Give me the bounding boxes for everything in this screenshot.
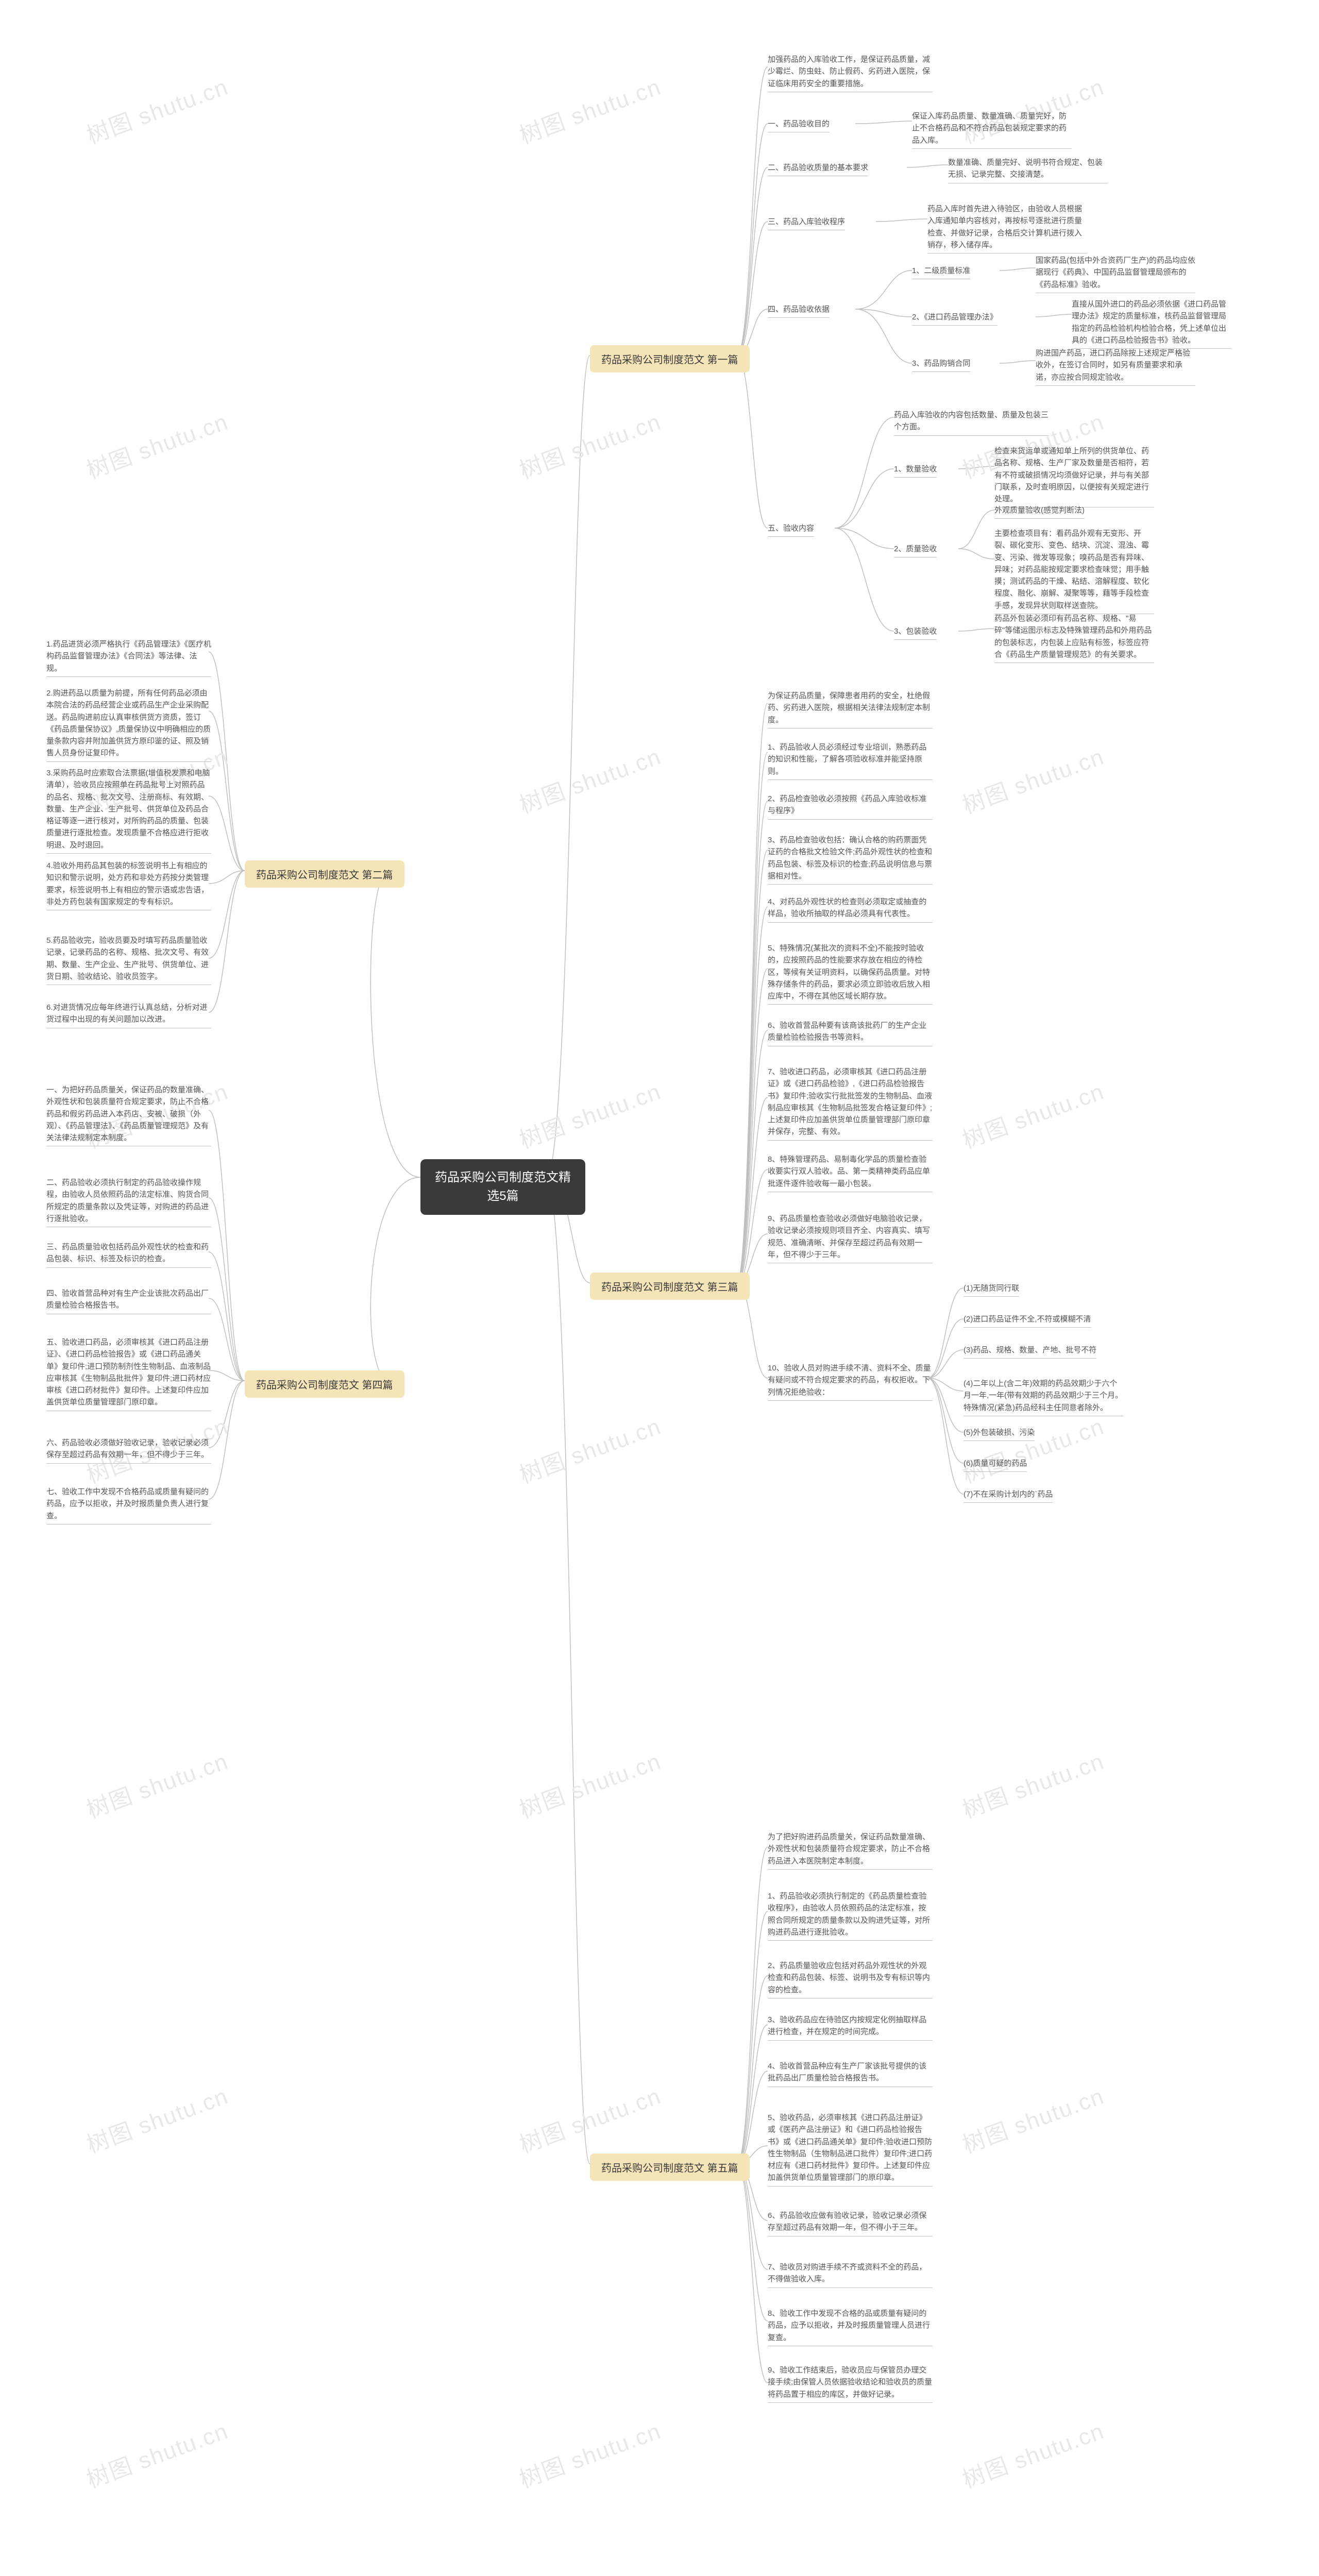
b5-leaf-4: 5、验收药品，必须审核其《进口药品注册证》或《医药产品注册证》和《进口药品检验报… (768, 2110, 933, 2187)
b1-s4: 四、药品验收依据 (768, 301, 830, 318)
b5-leaf-0: 1、药品验收必须执行制定的《药品质量检查验收程序》，由验收人员依照药品的法定标准… (768, 1888, 933, 1941)
b4-leaf-2: 三、药品质量验收包括药品外观性状的检查和药品包装、标识、标签及标识的检查。 (46, 1239, 211, 1268)
b3-leaf-0: 1、药品验收人员必须经过专业培训，熟悉药品的知识和性能，了解各项验收标准并能坚持… (768, 739, 933, 780)
b1-s2-leaf: 数量准确、质量完好、说明书符合规定、包装无损、记录完整、交接清楚。 (948, 155, 1108, 183)
b1-s5-c1-leaf: 检查来货运单或通知单上所列的供货单位、药品名称、规格、生产厂家及数量是否相符，若… (994, 443, 1154, 507)
b4-leaf-1: 二、药品验收必须执行制定的药品验收操作规程，由验收人员依照药品的法定标准、购货合… (46, 1175, 211, 1227)
b4-leaf-5: 六、药品验收必须做好验收记录，验收记录必须保存至超过药品有效期一年，但不得少于三… (46, 1435, 211, 1464)
b5-leaf-5: 6、药品验收应做有验收记录，验收记录必须保存至超过药品有效期一年，但不得小于三年… (768, 2208, 933, 2236)
b2-leaf-3: 4.验收外用药品其包装的标签说明书上有相应的知识和警示说明，处方药和非处方药按分… (46, 858, 211, 910)
b1-s5-pre: 药品入库验收的内容包括数量、质量及包装三个方面。 (894, 407, 1049, 436)
b4-leaf-4: 五、验收进口药品，必须审核其《进口药品注册证》、《进口药品检验报告》或《进口药品… (46, 1334, 211, 1411)
b3-leaf-6: 7、验收进口药品，必须审核其《进口药品注册证》或《进口药品检验》,《进口药品检验… (768, 1064, 933, 1141)
b1-s2: 二、药品验收质量的基本要求 (768, 160, 868, 176)
branch-2: 药品采购公司制度范文 第二篇 (245, 860, 404, 888)
b4-leaf-6: 七、验收工作中发现不合格药品或质量有疑问的药品，应予以拒收，并及时报质量负责人进… (46, 1484, 211, 1524)
b3-s10-1: (2)进口药品证件不全,不符或模糊不清 (963, 1311, 1091, 1328)
branch-3: 药品采购公司制度范文 第三篇 (590, 1273, 750, 1300)
b3-s10-0: (1)无随货同行联 (963, 1280, 1019, 1297)
b3-s10: 10、验收人员对购进手续不清、资料不全、质量有疑问或不符合规定要求的药品，有权拒… (768, 1360, 933, 1401)
b3-leaf-5: 6、验收首营品种要有该商该批药厂的生产企业质量检验检验报告书等资料。 (768, 1018, 933, 1046)
b1-s1: 一、药品验收目的 (768, 116, 830, 132)
b5-intro: 为了把好购进药品质量关，保证药品数量准确、外观性状和包装质量符合规定要求，防止不… (768, 1829, 933, 1870)
b5-leaf-8: 9、验收工作结束后，验收员应与保管员办理交接手续;由保管人员依据验收结论和验收员… (768, 2362, 933, 2403)
b5-leaf-2: 3、验收药品应在待验区内按规定化例抽取样品进行检查，并在规定的时间完成。 (768, 2012, 933, 2041)
b3-s10-4: (5)外包装破损、污染 (963, 1425, 1035, 1441)
b5-leaf-1: 2、药品质量验收应包括对药品外观性状的外观检查和药品包装、标签、说明书及专有标识… (768, 1958, 933, 1998)
b3-intro: 为保证药品质量，保障患者用药的安全，杜绝假药、劣药进入医院，根据相关法律法规制定… (768, 688, 933, 728)
b1-s4-c2-leaf: 直接从国外进口的药品必须依据《进口药品管理办法》规定的质量标准，核药品监督管理局… (1072, 296, 1231, 349)
branch-1: 药品采购公司制度范文 第一篇 (590, 345, 750, 372)
b4-leaf-3: 四、验收首营品种对有生产企业该批次药品出厂质量检验合格报告书。 (46, 1285, 211, 1314)
b3-leaf-1: 2、药品检查验收必须按照《药品入库验收标准与程序》 (768, 791, 933, 820)
b2-leaf-0: 1.药品进货必须严格执行《药品管理法》《医疗机构药品监督管理办法》《合同法》等法… (46, 636, 211, 677)
b1-intro: 加强药品的入库验收工作，是保证药品质量，减少霉烂、防虫蛀、防止假药、劣药进入医院… (768, 52, 933, 92)
branch-4: 药品采购公司制度范文 第四篇 (245, 1370, 404, 1398)
b1-s5: 五、验收内容 (768, 520, 814, 537)
b2-leaf-5: 6.对进货情况应每年终进行认真总结，分析对进货过程中出现的有关问题加以改进。 (46, 999, 211, 1028)
b1-s5-c2-d1: 外观质量验收(感觉判断法) (994, 502, 1085, 519)
b2-leaf-1: 2.购进药品以质量为前提，所有任何药品必须由本院合法的药品经营企业或药品生产企业… (46, 685, 211, 762)
b1-s5-c3-leaf: 药品外包装必须印有药品名称、规格、"易碎"等储运图示标志及特殊管理药品和外用药品… (994, 611, 1154, 663)
b5-leaf-7: 8、验收工作中发现不合格的品或质量有疑问的药品，应予以拒收，并及时报质量管理人员… (768, 2306, 933, 2346)
b3-leaf-3: 4、对药品外观性状的检查则必须取定或抽查的样品，验收所抽取的样品必须具有代表性。 (768, 894, 933, 923)
b3-leaf-4: 5、特殊情况(某批次的资料不全)不能按时验收的，应按照药品的性能要求存放在相应的… (768, 940, 933, 1005)
b5-leaf-6: 7、验收员对购进手续不齐或资料不全的药品，不得做验收入库。 (768, 2259, 933, 2288)
b3-leaf-7: 8、特殊管理药品、易制毒化学品的质量检查验收要实行双人验收。品、第一类精神类药品… (768, 1151, 933, 1192)
b5-leaf-3: 4、验收首营品种应有生产厂家该批号提供的该批药品出厂质量检验合格报告书。 (768, 2058, 933, 2087)
b2-leaf-4: 5.药品验收完，验收员要及时填写药品质量验收记录，记录药品的名称、规格、批次文号… (46, 933, 211, 985)
b3-leaf-2: 3、药品检查验收包括：确认合格的购药票面凭证药的合格批文检验文件;药品外观性状的… (768, 832, 933, 885)
b1-s3: 三、药品入库验收程序 (768, 214, 845, 230)
b1-s4-c1: 1、二级质量标准 (912, 263, 970, 279)
center-node: 药品采购公司制度范文精选5篇 (420, 1159, 585, 1215)
b1-s5-c2-d2: 主要检查项目有：看药品外观有无变形、开裂、碳化变形、变色、结块、沉淀、混浊、霉变… (994, 526, 1154, 614)
b2-leaf-2: 3.采购药品时应索取合法票据(增值税发票和电脑清单），验收员应按照单在药品批号上… (46, 765, 211, 854)
branch-5: 药品采购公司制度范文 第五篇 (590, 2154, 750, 2181)
b1-s1-leaf: 保证入库药品质量、数量准确、质量完好，防止不合格药品和不符合药品包装规定要求的药… (912, 108, 1072, 149)
b3-s10-2: (3)药品、规格、数量、产地、批号不符 (963, 1342, 1096, 1359)
b3-leaf-8: 9、药品质量检查验收必须做好电脑验收记录，验收记录必须按规则项目齐全、内容真实、… (768, 1211, 933, 1263)
b1-s4-c2: 2、《进口药品管理办法》 (912, 309, 997, 326)
b1-s5-c1: 1、数量验收 (894, 461, 937, 478)
b1-s4-c3-leaf: 购进国产药品，进口药品除按上述规定严格验收外，在签订合同时，如另有质量要求和承诺… (1036, 345, 1195, 386)
b1-s5-c3: 3、包装验收 (894, 623, 937, 640)
b1-s3-leaf: 药品入库时首先进入待验区，由验收人员根据入库通知单内容核对，再按标号逐批进行质量… (927, 201, 1087, 253)
b3-s10-3: (4)二年以上(含二年)效期的药品效期少于六个月一年,一年(带有效期的药品效期少… (963, 1376, 1123, 1416)
b1-s5-c2: 2、质量验收 (894, 541, 937, 557)
b4-leaf-0: 一、为把好药品质量关，保证药品的数量准确、外观性状和包装质量符合规定要求，防止不… (46, 1082, 211, 1146)
b1-s4-c3: 3、药品购销合同 (912, 355, 970, 372)
b3-s10-5: (6)质量可疑的药品 (963, 1455, 1027, 1472)
b1-s4-c1-leaf: 国家药品(包括中外合资药厂生产)的药品均应依据现行《药典》、中国药品监督管理局颁… (1036, 252, 1195, 293)
b3-s10-6: (7)不在采购计划内的`药品 (963, 1486, 1053, 1503)
